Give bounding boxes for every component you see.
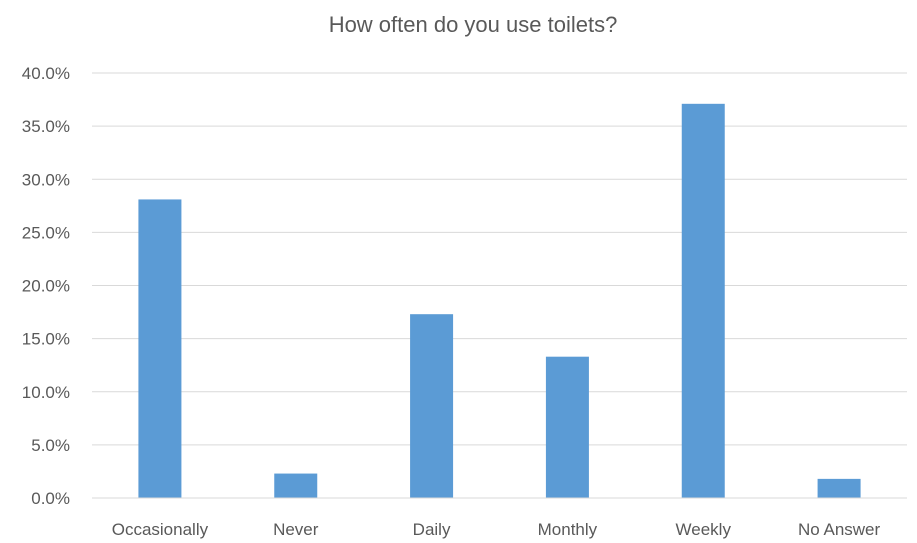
chart-title: How often do you use toilets? (329, 12, 618, 37)
bar-no-answer (817, 478, 861, 498)
y-tick-label: 5.0% (31, 436, 70, 455)
bar-daily (410, 314, 454, 498)
x-axis-category-labels: Occasionally Never Daily Monthly Weekly No An… (112, 520, 881, 539)
bars (138, 103, 861, 498)
y-tick-label: 30.0% (22, 170, 70, 189)
x-category-label: No Answer (798, 520, 881, 539)
y-tick-label: 40.0% (22, 64, 70, 83)
x-category-label: Never (273, 520, 319, 539)
x-category-label: Daily (413, 520, 451, 539)
y-tick-label: 10.0% (22, 383, 70, 402)
y-tick-label: 25.0% (22, 223, 70, 242)
bar-never (274, 473, 318, 498)
y-axis-tick-labels: 0.0% 5.0% 10.0% 15.0% 20.0% 25.0% 30.0% 35.0% 40… (22, 64, 70, 508)
x-category-label: Weekly (676, 520, 732, 539)
y-tick-label: 15.0% (22, 330, 70, 349)
bar-weekly (681, 103, 725, 498)
y-tick-label: 0.0% (31, 489, 70, 508)
x-category-label: Occasionally (112, 520, 209, 539)
x-category-label: Monthly (538, 520, 598, 539)
y-tick-label: 20.0% (22, 277, 70, 296)
bar-occasionally (138, 199, 182, 498)
bar-monthly (545, 356, 589, 498)
gridlines (92, 72, 907, 446)
y-tick-label: 35.0% (22, 117, 70, 136)
